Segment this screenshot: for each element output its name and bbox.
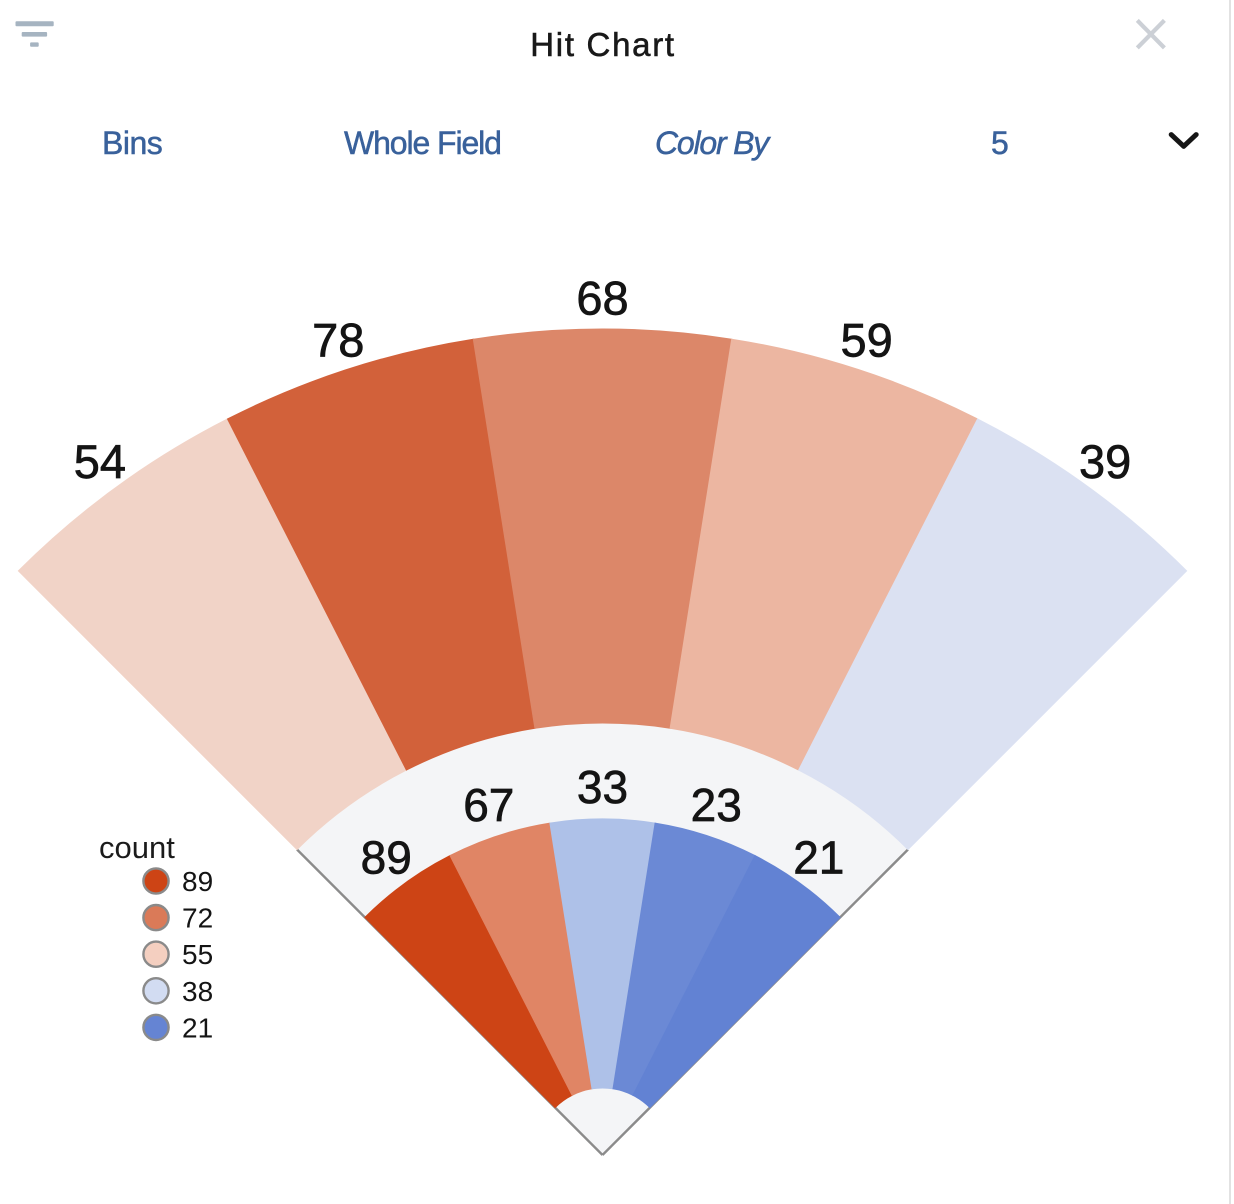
svg-text:59: 59 [841,313,893,366]
svg-text:89: 89 [182,866,213,897]
svg-text:23: 23 [691,779,742,831]
svg-text:38: 38 [182,976,213,1007]
svg-text:67: 67 [463,779,514,831]
svg-text:21: 21 [793,831,844,883]
svg-text:72: 72 [182,903,213,934]
svg-text:39: 39 [1079,435,1131,488]
svg-text:21: 21 [182,1012,213,1043]
svg-text:89: 89 [361,831,412,883]
svg-text:68: 68 [576,271,628,324]
svg-text:33: 33 [577,761,628,813]
svg-text:55: 55 [182,939,213,970]
svg-text:count: count [99,830,175,865]
svg-text:78: 78 [312,313,364,366]
svg-text:54: 54 [74,435,126,488]
